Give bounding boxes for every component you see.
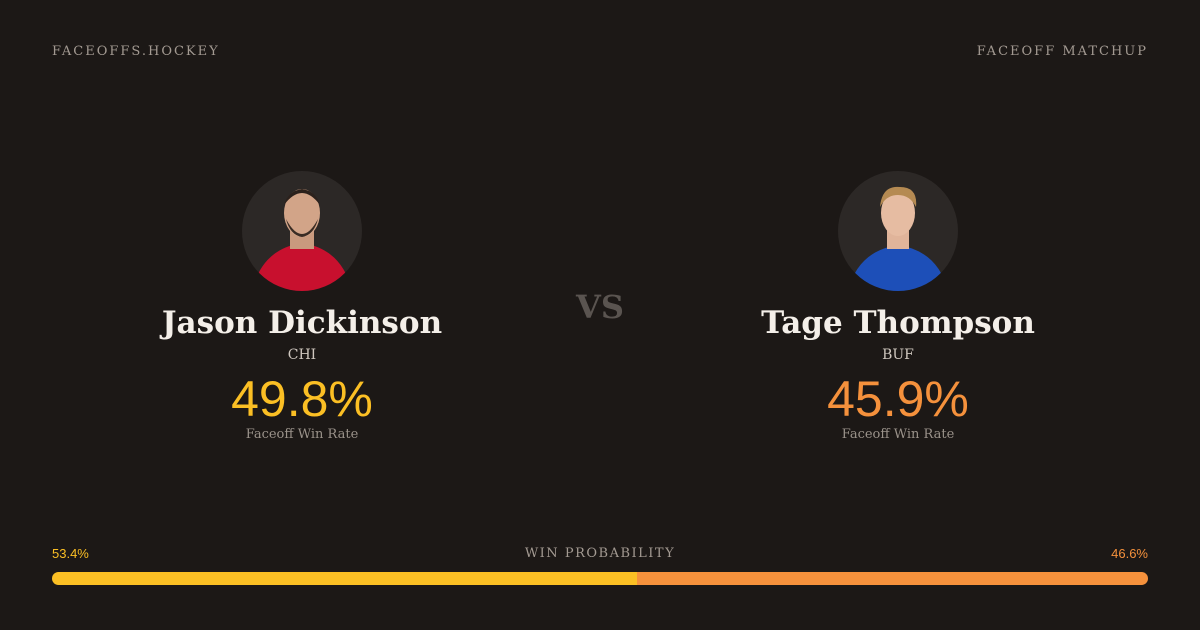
photo-art [848, 186, 948, 291]
left-probability: 53.4% [52, 546, 89, 561]
player-photo [838, 171, 958, 291]
player-stat: 45.9% [827, 371, 969, 427]
header-label: FACEOFF MATCHUP [976, 44, 1148, 59]
bar-left [52, 572, 638, 585]
right-probability: 46.6% [1111, 546, 1148, 561]
player-left: Jason Dickinson CHI 49.8% Faceoff Win Ra… [92, 171, 512, 442]
player-team: CHI [287, 347, 317, 363]
player-photo [242, 171, 362, 291]
photo-art [252, 189, 352, 291]
player-stat: 49.8% [231, 371, 373, 427]
player-name: Jason Dickinson [161, 305, 443, 341]
probability-bar [52, 572, 1148, 585]
stat-label: Faceoff Win Rate [245, 427, 359, 442]
player-right: Tage Thompson BUF 45.9% Faceoff Win Rate [688, 171, 1108, 442]
stat-label: Faceoff Win Rate [841, 427, 955, 442]
player-team: BUF [882, 347, 914, 363]
versus: VS [576, 288, 624, 326]
brand: FACEOFFS.HOCKEY [52, 44, 220, 59]
player-name: Tage Thompson [761, 305, 1035, 341]
bar-right [637, 572, 1148, 585]
probability-label: WIN PROBABILITY [524, 546, 676, 561]
